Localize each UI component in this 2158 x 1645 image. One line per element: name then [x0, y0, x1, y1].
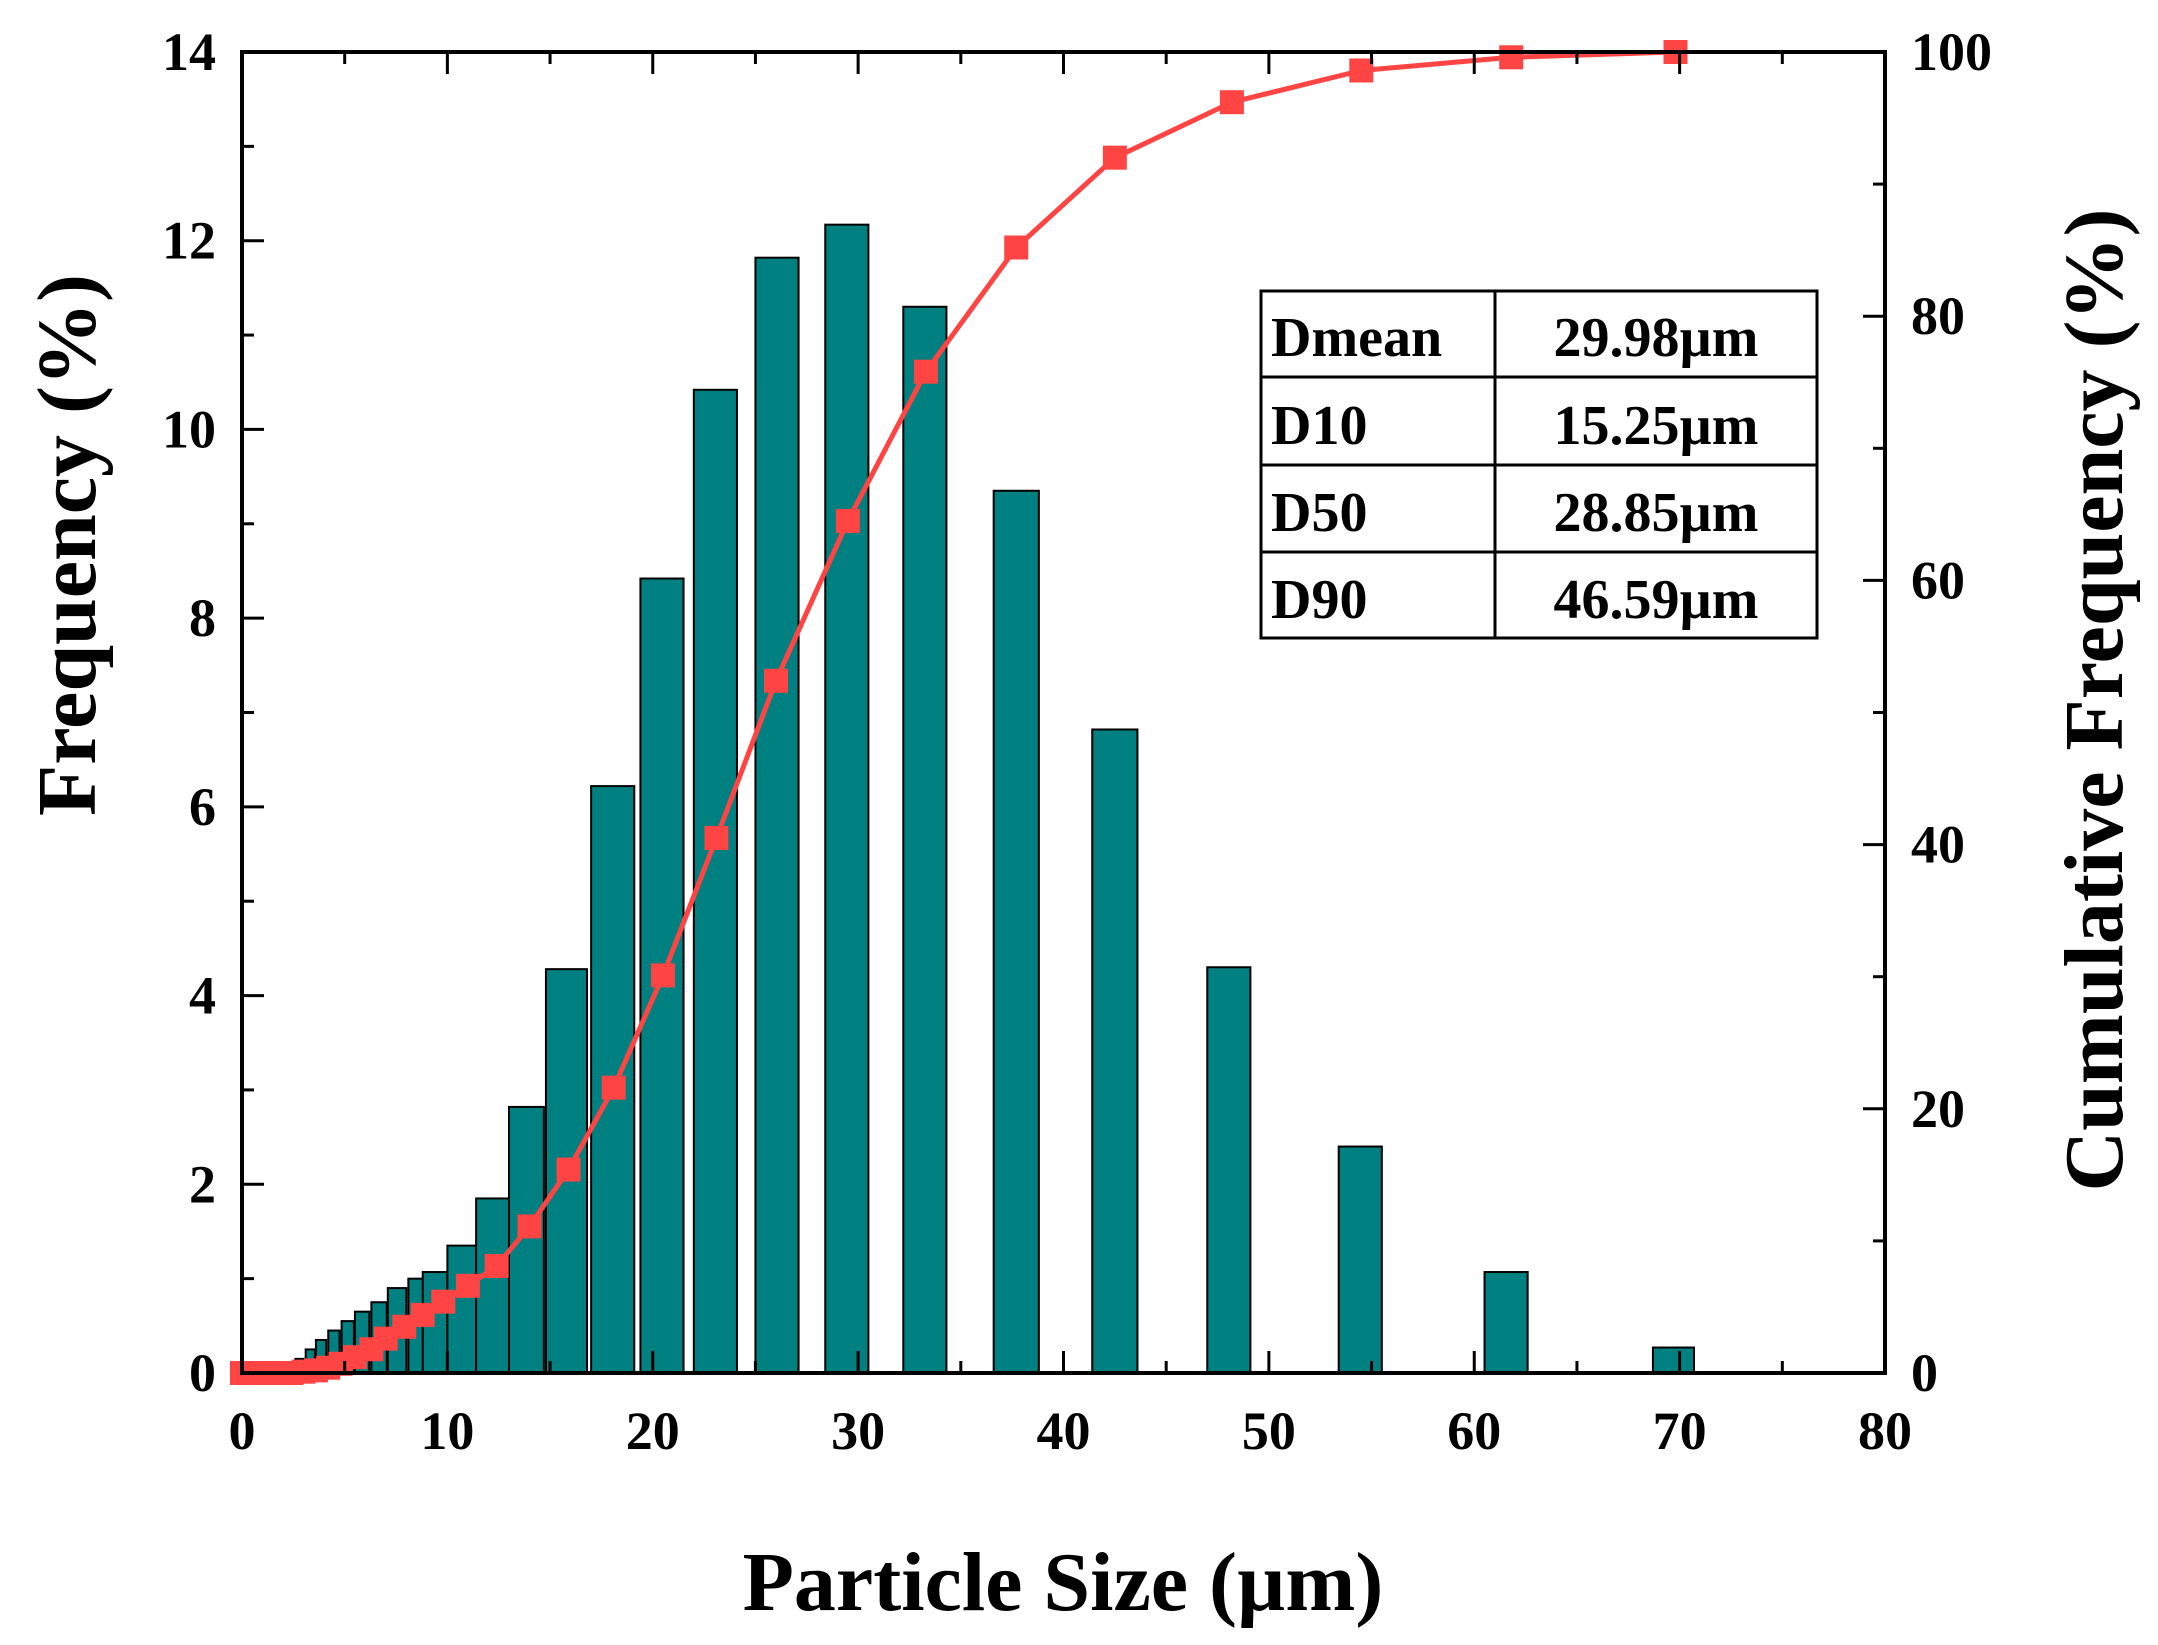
frequency-bar-26 [1651, 1346, 1696, 1374]
stats-value-d50: 28.85µm [1554, 482, 1759, 544]
x-tick-label: 70 [1653, 1401, 1707, 1461]
x-tick-label: 20 [626, 1401, 680, 1461]
y-tick-label: 0 [189, 1343, 216, 1403]
x-tick-label: 0 [229, 1401, 256, 1461]
frequency-bar-21 [992, 489, 1040, 1374]
y2-tick-label: 40 [1911, 815, 1965, 875]
y2-tick-label: 80 [1911, 286, 1965, 346]
x-tick-label: 30 [831, 1401, 885, 1461]
cumulative-point-27 [1219, 90, 1244, 115]
y2-tick-label: 0 [1911, 1343, 1938, 1403]
y2-tick-label: 100 [1911, 22, 1992, 82]
frequency-bar-13 [507, 1105, 545, 1374]
cumulative-point-23 [835, 508, 860, 533]
frequency-bar-20 [902, 305, 948, 1374]
cumulative-point-24 [913, 359, 938, 384]
y-tick-label: 4 [189, 966, 216, 1026]
cumulative-point-26 [1102, 145, 1127, 170]
cumulative-point-25 [1004, 235, 1029, 260]
cumulative-point-29 [1499, 45, 1524, 70]
y2-axis-title: Cumulative Frequency (%) [2048, 208, 2141, 1191]
cumulative-point-21 [704, 825, 729, 850]
frequency-bar-25 [1483, 1271, 1529, 1374]
y2-tick-label: 20 [1911, 1079, 1965, 1139]
frequency-bar-24 [1337, 1145, 1383, 1374]
cumulative-point-16 [484, 1253, 509, 1278]
y-tick-label: 8 [189, 588, 216, 648]
cumulative-point-15 [455, 1273, 480, 1298]
frequency-bar-19 [824, 223, 870, 1374]
cumulative-curve [242, 49, 1676, 1376]
x-axis-title: Particle Size (µm) [743, 1536, 1384, 1629]
cumulative-point-28 [1349, 58, 1374, 83]
frequency-bar-22 [1091, 728, 1139, 1374]
cumulative-point-18 [556, 1157, 581, 1182]
stats-label-d90: D90 [1271, 569, 1367, 631]
y-tick-label: 6 [189, 777, 216, 837]
x-tick-label: 50 [1242, 1401, 1296, 1461]
axes [240, 50, 1887, 1375]
stats-value-d10: 15.25µm [1554, 395, 1759, 457]
stats-value-dmean: 29.98µm [1554, 307, 1759, 369]
cumulative-point-14 [431, 1289, 456, 1314]
stats-label-d10: D10 [1271, 395, 1367, 457]
cumulative-point-22 [763, 668, 788, 693]
cumulative-point-20 [651, 963, 676, 988]
x-tick-label: 40 [1037, 1401, 1091, 1461]
x-tick-label: 10 [420, 1401, 474, 1461]
x-tick-label: 60 [1447, 1401, 1501, 1461]
stats-label-d50: D50 [1271, 482, 1367, 544]
cumulative-point-19 [601, 1075, 626, 1100]
stats-table: Dmean 29.98µm D10 15.25µm D50 28.85µm D9… [1259, 289, 1819, 640]
stats-value-d90: 46.59µm [1554, 569, 1759, 631]
x-tick-label: 80 [1858, 1401, 1912, 1461]
stats-label-dmean: Dmean [1271, 307, 1442, 369]
y-tick-label: 2 [189, 1154, 216, 1214]
frequency-bar-12 [475, 1197, 510, 1375]
y-tick-label: 12 [162, 211, 216, 271]
y-tick-label: 10 [162, 399, 216, 459]
cumulative-point-13 [410, 1302, 435, 1327]
y2-tick-label: 60 [1911, 550, 1965, 610]
y-tick-label: 14 [162, 22, 216, 82]
frequency-bar-23 [1206, 966, 1252, 1374]
y-axis-title: Frequency (%) [21, 274, 114, 816]
plot-frame [240, 50, 1887, 1375]
frequency-bar-18 [754, 256, 800, 1374]
cumulative-point-17 [517, 1214, 542, 1239]
cumulative-line [230, 40, 1688, 1385]
